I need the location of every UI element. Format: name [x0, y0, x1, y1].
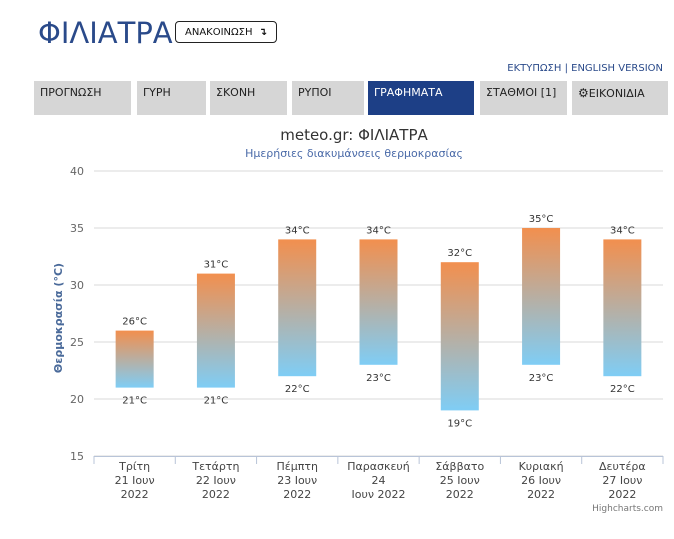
temperature-range-bar[interactable] — [603, 239, 642, 377]
min-temp-label: 23°C — [366, 373, 391, 384]
min-temp-label: 22°C — [285, 384, 310, 395]
x-category-label: Δευτέρα — [599, 460, 646, 473]
max-temp-label: 26°C — [122, 317, 147, 328]
min-temp-label: 21°C — [204, 396, 229, 407]
temperature-range-bar[interactable] — [115, 330, 154, 388]
announcement-button[interactable]: ΑΝΑΚΟΙΝΩΣΗ ↴ — [175, 21, 278, 43]
max-temp-label: 34°C — [285, 225, 310, 236]
tab-graphs[interactable]: ΓΡΑΦΗΜΑΤΑ — [368, 81, 474, 115]
x-category-label: 2022 — [527, 488, 555, 501]
y-axis-label: Θερμοκρασία (°C) — [52, 263, 65, 373]
announcement-label: ΑΝΑΚΟΙΝΩΣΗ — [185, 27, 253, 38]
tab-stations[interactable]: ΣΤΑΘΜΟΙ [1] — [480, 81, 567, 115]
x-category-label: 2022 — [608, 488, 636, 501]
x-category-label: 21 Ιουν — [115, 474, 155, 487]
x-category-label: Σάββατο — [435, 460, 484, 473]
x-category-label: 23 Ιουν — [277, 474, 317, 487]
x-category-label: 27 Ιουν — [602, 474, 642, 487]
temperature-range-bar[interactable] — [196, 273, 235, 388]
min-temp-label: 21°C — [122, 396, 147, 407]
x-category-label: 24 — [372, 474, 386, 487]
x-category-label: Παρασκευή — [347, 460, 410, 473]
tab-stations-label: ΣΤΑΘΜΟΙ [1] — [486, 86, 557, 99]
y-tick-label: 35 — [70, 222, 84, 235]
tab-pollutants[interactable]: ΡΥΠΟΙ — [292, 81, 364, 115]
tab-dust[interactable]: ΣΚΟΝΗ — [210, 81, 287, 115]
tab-pollen[interactable]: ΓΥΡΗ — [137, 81, 206, 115]
print-link[interactable]: ΕΚΤΥΠΩΣΗ — [507, 63, 562, 74]
y-tick-label: 20 — [70, 393, 84, 406]
tab-forecast[interactable]: ΠΡΟΓΝΩΣΗ — [34, 81, 131, 115]
x-category-label: 25 Ιουν — [440, 474, 480, 487]
x-category-label: Πέμπτη — [276, 460, 317, 473]
x-category-label: Ιουν 2022 — [352, 488, 406, 501]
arrow-down-icon: ↴ — [258, 27, 268, 38]
temperature-range-bar[interactable] — [278, 239, 317, 377]
tab-icons-label: ΕΙΚΟΝΙΔΙΑ — [588, 87, 645, 100]
tab-pollutants-label: ΡΥΠΟΙ — [298, 86, 332, 99]
tab-graphs-label: ΓΡΑΦΗΜΑΤΑ — [374, 86, 443, 99]
x-category-label: 26 Ιουν — [521, 474, 561, 487]
x-category-label: 2022 — [283, 488, 311, 501]
min-temp-label: 22°C — [610, 384, 635, 395]
chart-bars: 26°C 21°C 31°C 21°C 34°C 22°C 34°C 23°C 32°C 19°C… — [115, 214, 642, 429]
max-temp-label: 31°C — [204, 260, 229, 271]
x-category-label: 2022 — [446, 488, 474, 501]
y-tick-label: 15 — [70, 450, 84, 463]
y-tick-label: 25 — [70, 336, 84, 349]
x-category-label: 2022 — [121, 488, 149, 501]
tab-pollen-label: ΓΥΡΗ — [143, 86, 171, 99]
chart-subtitle: Ημερήσιες διακυμάνσεις θερμοκρασίας — [245, 147, 463, 160]
x-category-label: 22 Ιουν — [196, 474, 236, 487]
x-category-label: Τρίτη — [118, 460, 150, 473]
tab-forecast-label: ΠΡΟΓΝΩΣΗ — [40, 86, 102, 99]
min-temp-label: 19°C — [447, 418, 472, 429]
max-temp-label: 32°C — [447, 248, 472, 259]
gear-icon: ⚙ — [578, 86, 589, 100]
chart-svg: meteo.gr: ΦΙΛΙΑΤΡΑ Ημερήσιες διακυμάνσει… — [52, 126, 664, 514]
x-category-label: 2022 — [202, 488, 230, 501]
tab-dust-label: ΣΚΟΝΗ — [216, 86, 256, 99]
max-temp-label: 34°C — [610, 225, 635, 236]
x-category-label: Τετάρτη — [191, 460, 239, 473]
page-title: ΦΙΛΙΑΤΡΑ — [38, 16, 173, 50]
max-temp-label: 35°C — [529, 214, 554, 225]
temperature-range-bar[interactable] — [522, 228, 561, 365]
temperature-range-bar[interactable] — [359, 239, 398, 365]
english-version-link[interactable]: ENGLISH VERSION — [571, 63, 663, 74]
temperature-chart: meteo.gr: ΦΙΛΙΑΤΡΑ Ημερήσιες διακυμάνσει… — [0, 120, 674, 535]
tab-icons[interactable]: ⚙ΕΙΚΟΝΙΔΙΑ — [572, 81, 668, 115]
min-temp-label: 23°C — [529, 373, 554, 384]
link-separator: | — [564, 63, 568, 74]
top-links: ΕΚΤΥΠΩΣΗ | ENGLISH VERSION — [507, 63, 663, 74]
temperature-range-bar[interactable] — [440, 262, 479, 411]
max-temp-label: 34°C — [366, 225, 391, 236]
y-tick-label: 40 — [70, 165, 84, 178]
chart-title: meteo.gr: ΦΙΛΙΑΤΡΑ — [280, 126, 428, 144]
y-tick-label: 30 — [70, 279, 84, 292]
x-category-label: Κυριακή — [519, 460, 564, 473]
highcharts-credits[interactable]: Highcharts.com — [592, 504, 663, 514]
